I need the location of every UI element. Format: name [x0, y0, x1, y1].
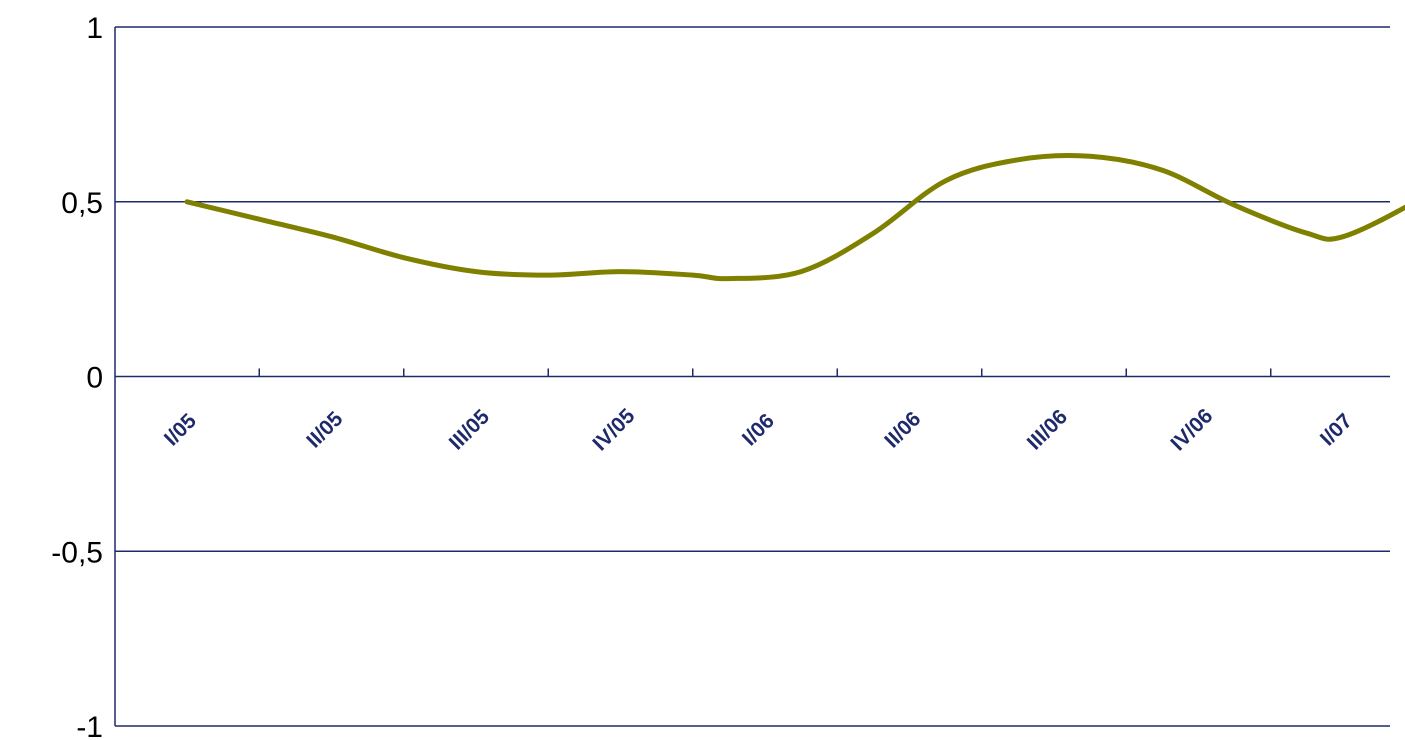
x-tick-label: I/05	[160, 409, 201, 450]
x-tick-labels: I/05 II/05 III/05 IV/05 I/06 II/06 III/06 IV/06…	[160, 404, 1357, 455]
series-line-0	[184, 153, 1405, 282]
y-tick-label: -0,5	[51, 536, 103, 569]
x-tick-label: III/05	[445, 405, 495, 455]
x-tick-label: III/06	[1023, 405, 1072, 454]
gridlines	[115, 26, 1390, 727]
x-tick-label: II/06	[880, 407, 925, 452]
x-tick-label: I/06	[738, 409, 779, 450]
x-tick-label: IV/06	[1166, 404, 1217, 455]
y-tick-label: 0,5	[61, 187, 103, 220]
series-group	[184, 153, 1405, 282]
y-tick-label: 1	[86, 12, 103, 45]
x-tick-marks	[258, 368, 1272, 377]
y-tick-label: -1	[76, 711, 103, 740]
y-tick-label: 0	[86, 362, 103, 395]
y-tick-labels: 1 0,5 0 -0,5 -1	[51, 12, 103, 740]
x-tick-label: I/07	[1316, 409, 1357, 450]
x-tick-label: II/05	[302, 407, 347, 452]
x-tick-label: IV/05	[588, 404, 639, 455]
